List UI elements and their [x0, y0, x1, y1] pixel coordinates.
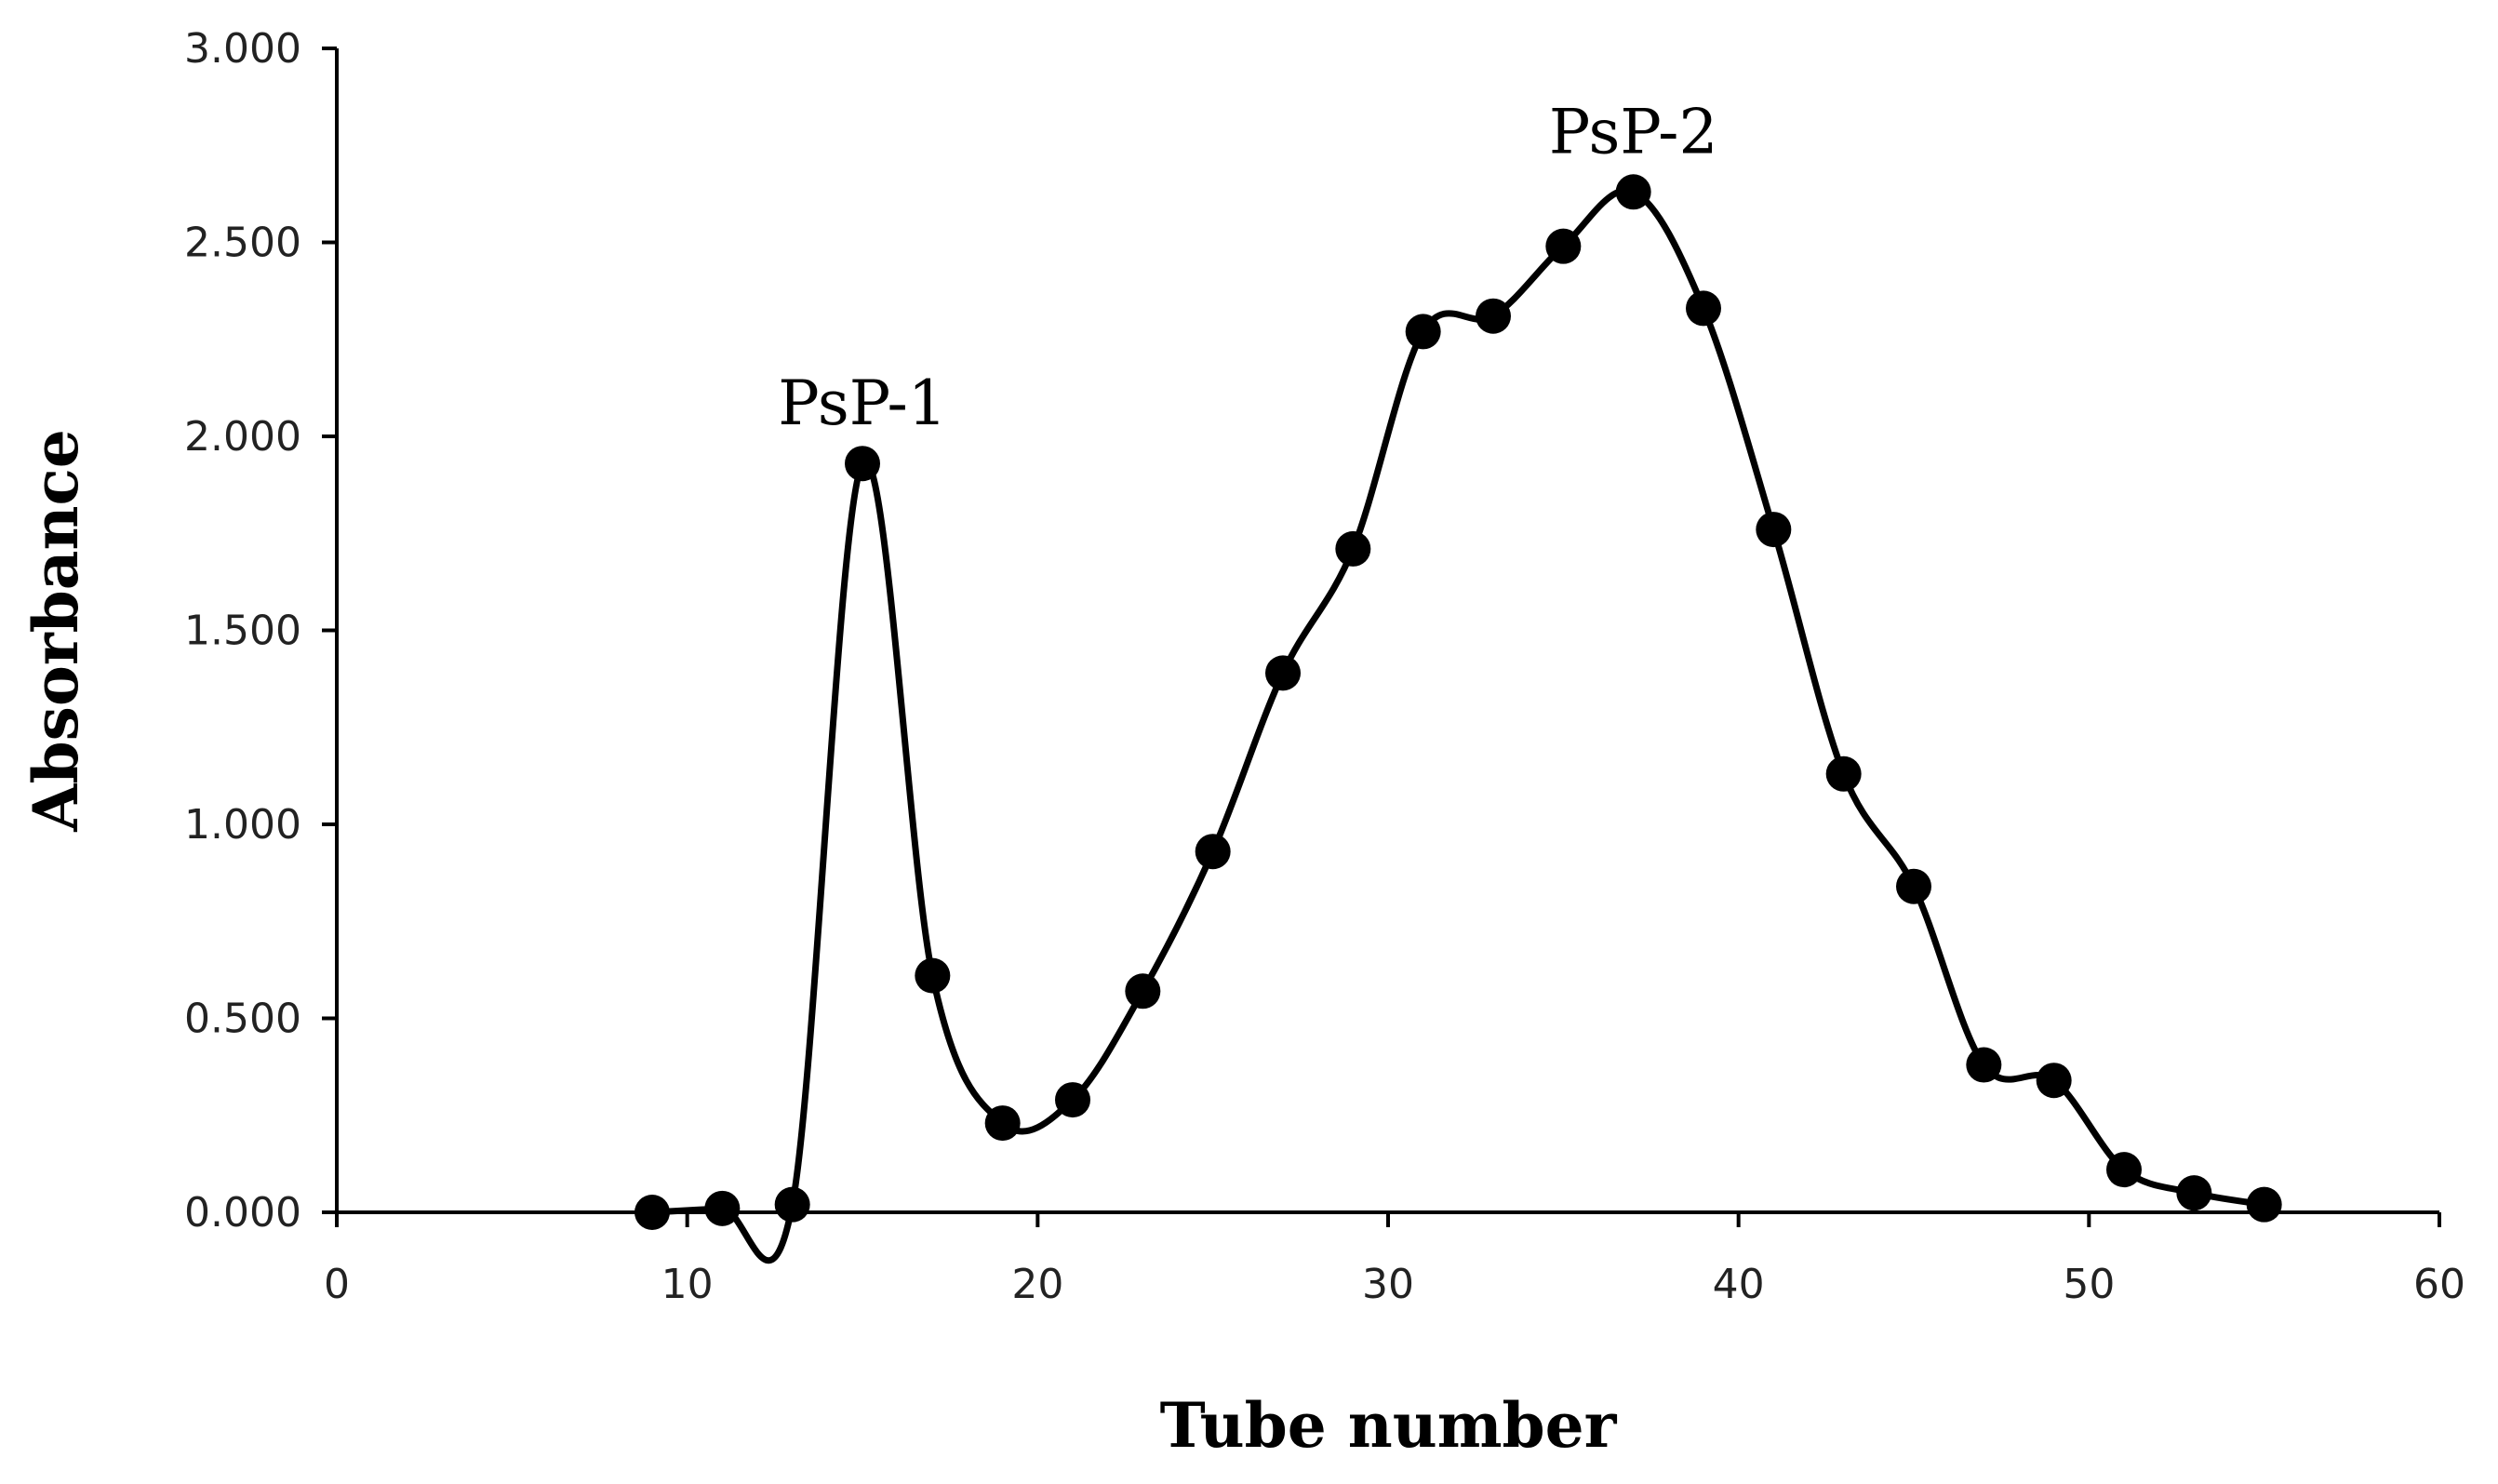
data-point — [635, 1195, 670, 1230]
y-tick-label: 0.000 — [184, 1189, 301, 1237]
peak-annotation: PsP-1 — [778, 368, 947, 439]
data-point — [915, 957, 951, 994]
data-point — [2246, 1186, 2282, 1223]
data-point — [845, 446, 880, 482]
x-axis-title: Tube number — [1160, 1389, 1618, 1462]
y-tick-label: 2.000 — [184, 413, 301, 461]
data-point — [1405, 314, 1441, 350]
x-tick-label: 40 — [1713, 1261, 1765, 1308]
data-point — [1265, 655, 1301, 691]
y-tick-label: 2.500 — [184, 220, 301, 267]
data-point — [704, 1190, 741, 1226]
data-point — [1195, 834, 1231, 870]
data-point — [1545, 228, 1582, 264]
data-point — [2176, 1175, 2212, 1211]
data-point — [1825, 755, 1862, 792]
data-point — [1615, 174, 1651, 210]
x-tick-label: 20 — [1011, 1261, 1063, 1308]
x-tick-label: 30 — [1362, 1261, 1414, 1308]
data-point — [1125, 973, 1161, 1009]
x-axis: 0 10 20 30 40 50 60 — [324, 1210, 2465, 1308]
data-point — [2036, 1063, 2072, 1099]
data-point — [984, 1105, 1021, 1142]
y-tick-label: 0.500 — [184, 996, 301, 1043]
data-point — [774, 1186, 810, 1223]
y-tick-label: 3.000 — [184, 25, 301, 73]
y-axis-title: Absorbance — [20, 429, 92, 832]
data-point — [1896, 868, 1931, 904]
data-point — [1686, 290, 1721, 327]
series-line — [648, 187, 2268, 1264]
data-point — [1756, 512, 1792, 548]
peak-annotation: PsP-2 — [1549, 96, 1718, 167]
y-tick-label: 1.500 — [184, 608, 301, 655]
y-axis: 0.000 0.500 1.000 1.500 2.000 2.500 3.000 — [184, 25, 339, 1237]
data-point — [1476, 298, 1511, 334]
x-tick-label: 0 — [324, 1261, 350, 1308]
data-point — [2106, 1152, 2142, 1188]
x-tick-label: 50 — [2063, 1261, 2115, 1308]
x-tick-label: 10 — [661, 1261, 714, 1308]
plot-area: PsP-1 PsP-2 — [635, 96, 2282, 1264]
y-tick-label: 1.000 — [184, 801, 301, 849]
x-tick-label: 60 — [2413, 1261, 2465, 1308]
data-point — [1335, 530, 1371, 567]
data-point — [1966, 1047, 2002, 1083]
data-point — [1055, 1082, 1090, 1118]
